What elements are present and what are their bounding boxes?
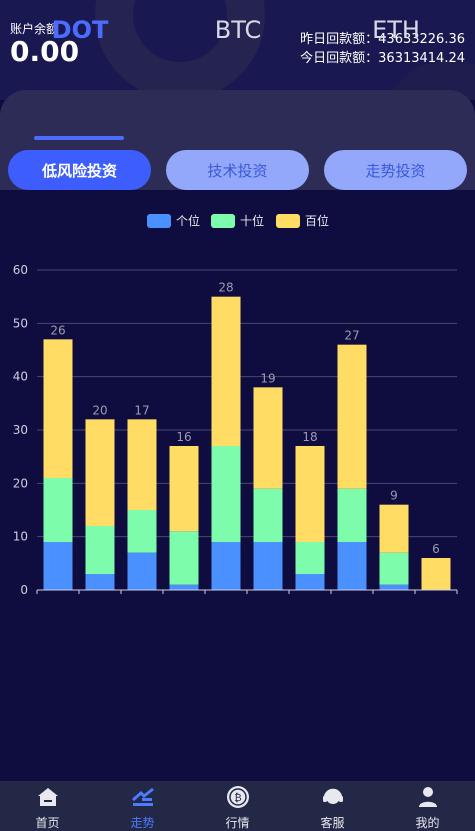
- y-tick-label: 10: [13, 530, 28, 544]
- bar-segment: [253, 542, 283, 590]
- y-tick-label: 50: [13, 316, 28, 330]
- bar-data-label: 27: [344, 329, 359, 343]
- bar-segment: [43, 542, 73, 590]
- bar-segment: [127, 552, 157, 590]
- bar-segment: [43, 478, 73, 542]
- today-return: 今日回款额：36313414.24: [300, 51, 465, 66]
- bar-data-label: 9: [390, 489, 398, 503]
- nav-home[interactable]: 首页: [0, 781, 95, 831]
- nav-market[interactable]: ₿ 行情: [190, 781, 285, 831]
- bar-segment: [253, 387, 283, 489]
- bar-data-label: 16: [176, 430, 191, 444]
- account-header: 账户余额 0.00 昨日回款额：43633226.36 今日回款额：363134…: [0, 0, 475, 100]
- svg-text:₿: ₿: [234, 792, 241, 804]
- nav-label: 走势: [130, 816, 155, 830]
- tab-dot[interactable]: DOT: [51, 16, 109, 44]
- bar-segment: [253, 488, 283, 542]
- bar-data-label: 17: [134, 403, 149, 417]
- bar-data-label: 18: [302, 430, 317, 444]
- legend-swatch: [276, 214, 300, 228]
- bitcoin-icon: ₿: [226, 785, 250, 809]
- balance-label: 账户余额: [10, 22, 59, 36]
- bar-segment: [211, 446, 241, 542]
- legend-label: 十位: [240, 213, 264, 228]
- nav-service[interactable]: 客服: [285, 781, 380, 831]
- tab-eth[interactable]: ETH: [372, 16, 420, 44]
- y-tick-label: 40: [13, 370, 28, 384]
- bar-data-label: 6: [432, 542, 440, 556]
- bar-segment: [337, 344, 367, 489]
- home-icon: [36, 785, 60, 809]
- bar-segment: [295, 446, 325, 542]
- bar-segment: [127, 419, 157, 510]
- y-tick-label: 20: [13, 476, 28, 490]
- trend-icon: [131, 785, 155, 809]
- bar-segment: [85, 419, 115, 526]
- bar-segment: [169, 446, 199, 532]
- yesterday-return: 昨日回款额：43633226.36: [300, 32, 465, 47]
- y-tick-label: 0: [20, 583, 28, 597]
- bar-segment: [85, 526, 115, 574]
- header-decoration: [95, 0, 265, 100]
- bottom-nav: 首页 走势 ₿ 行情 客服 我的: [0, 781, 475, 831]
- bar-segment: [379, 552, 409, 585]
- active-tab-indicator: [34, 136, 124, 140]
- bar-segment: [85, 574, 115, 590]
- nav-label: 客服: [320, 816, 345, 830]
- bar-segment: [169, 584, 199, 590]
- tab-btc[interactable]: BTC: [214, 16, 262, 44]
- bar-segment: [379, 504, 409, 553]
- bar-segment: [211, 296, 241, 446]
- nav-label: 行情: [225, 816, 250, 830]
- bar-data-label: 26: [50, 323, 65, 337]
- bar-segment: [337, 488, 367, 542]
- bar-segment: [295, 542, 325, 574]
- bar-segment: [421, 558, 451, 590]
- nav-profile[interactable]: 我的: [380, 781, 475, 831]
- balance-value: 0.00: [10, 35, 80, 68]
- user-icon: [416, 785, 440, 809]
- bar-segment: [211, 542, 241, 590]
- legend-label: 个位: [176, 213, 200, 228]
- nav-label: 我的: [415, 816, 440, 830]
- bar-data-label: 20: [92, 403, 107, 417]
- nav-label: 首页: [35, 816, 60, 830]
- bar-segment: [337, 542, 367, 590]
- bar-data-label: 28: [218, 281, 233, 295]
- y-tick-label: 30: [13, 423, 28, 437]
- trend-investment-button[interactable]: 走势投资: [324, 150, 467, 190]
- bar-segment: [379, 584, 409, 590]
- bar-segment: [43, 339, 73, 478]
- y-tick-label: 60: [13, 263, 28, 277]
- bar-segment: [295, 574, 325, 590]
- legend-label: 百位: [305, 213, 329, 228]
- stacked-bar-chart: 个位十位百位0102030405060912263920781711016918…: [0, 200, 475, 620]
- nav-trend[interactable]: 走势: [95, 781, 190, 831]
- bar-segment: [127, 510, 157, 553]
- bar-segment: [169, 531, 199, 585]
- headset-icon: [321, 785, 345, 809]
- bar-data-label: 19: [260, 371, 275, 385]
- chart-svg: 个位十位百位0102030405060912263920781711016918…: [13, 213, 458, 597]
- legend-swatch: [211, 214, 235, 228]
- technical-investment-button[interactable]: 技术投资: [166, 150, 309, 190]
- legend-swatch: [147, 214, 171, 228]
- low-risk-investment-button[interactable]: 低风险投资: [8, 150, 151, 190]
